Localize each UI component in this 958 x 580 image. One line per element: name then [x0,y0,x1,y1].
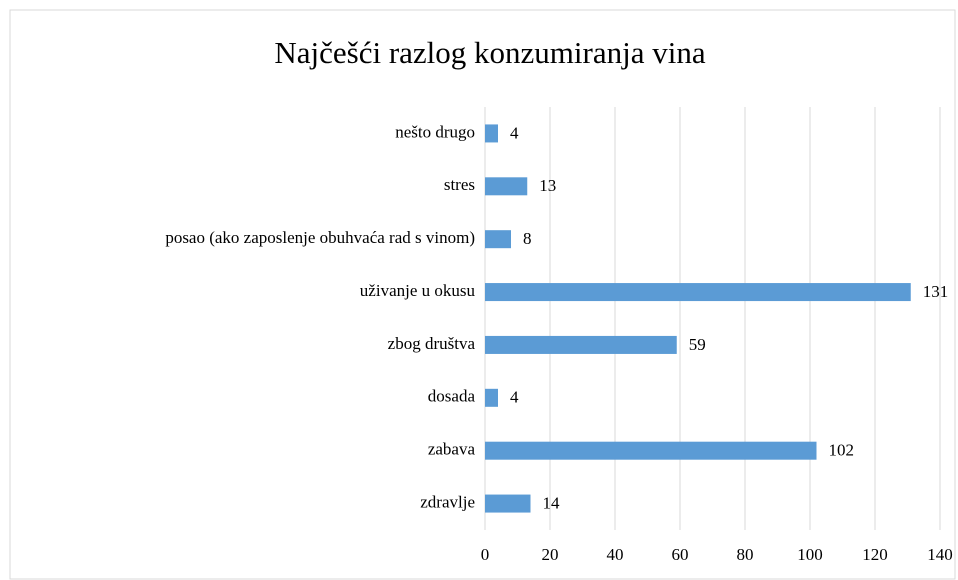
y-tick-label: zdravlje [420,492,475,511]
data-label: 13 [539,176,556,195]
bar [485,388,498,407]
x-tick-label: 80 [737,545,754,564]
y-tick-label: stres [444,175,475,194]
data-label: 4 [510,388,519,407]
y-tick-label: zabava [428,440,476,459]
y-tick-label: posao (ako zaposlenje obuhvaća rad s vin… [165,228,475,247]
y-tick-label: zbog društva [388,334,476,353]
y-tick-label: uživanje u okusu [360,281,476,300]
data-label: 4 [510,123,519,142]
x-tick-label: 20 [542,545,559,564]
x-tick-label: 100 [797,545,823,564]
data-label: 131 [923,282,949,301]
bar [485,441,817,460]
x-tick-label: 60 [672,545,689,564]
data-label: 102 [829,441,855,460]
x-tick-label: 140 [927,545,953,564]
x-tick-label: 40 [607,545,624,564]
y-tick-label: dosada [428,387,476,406]
bar [485,230,511,249]
data-label: 59 [689,335,706,354]
y-tick-label: nešto drugo [395,122,475,141]
bar [485,177,528,196]
data-label: 14 [543,493,561,512]
bar [485,283,911,302]
bar [485,124,498,143]
bar [485,494,531,513]
bar [485,335,677,354]
chart-title: Najčešći razlog konzumiranja vina [274,35,705,70]
x-tick-label: 0 [481,545,490,564]
x-tick-label: 120 [862,545,888,564]
data-label: 8 [523,229,532,248]
